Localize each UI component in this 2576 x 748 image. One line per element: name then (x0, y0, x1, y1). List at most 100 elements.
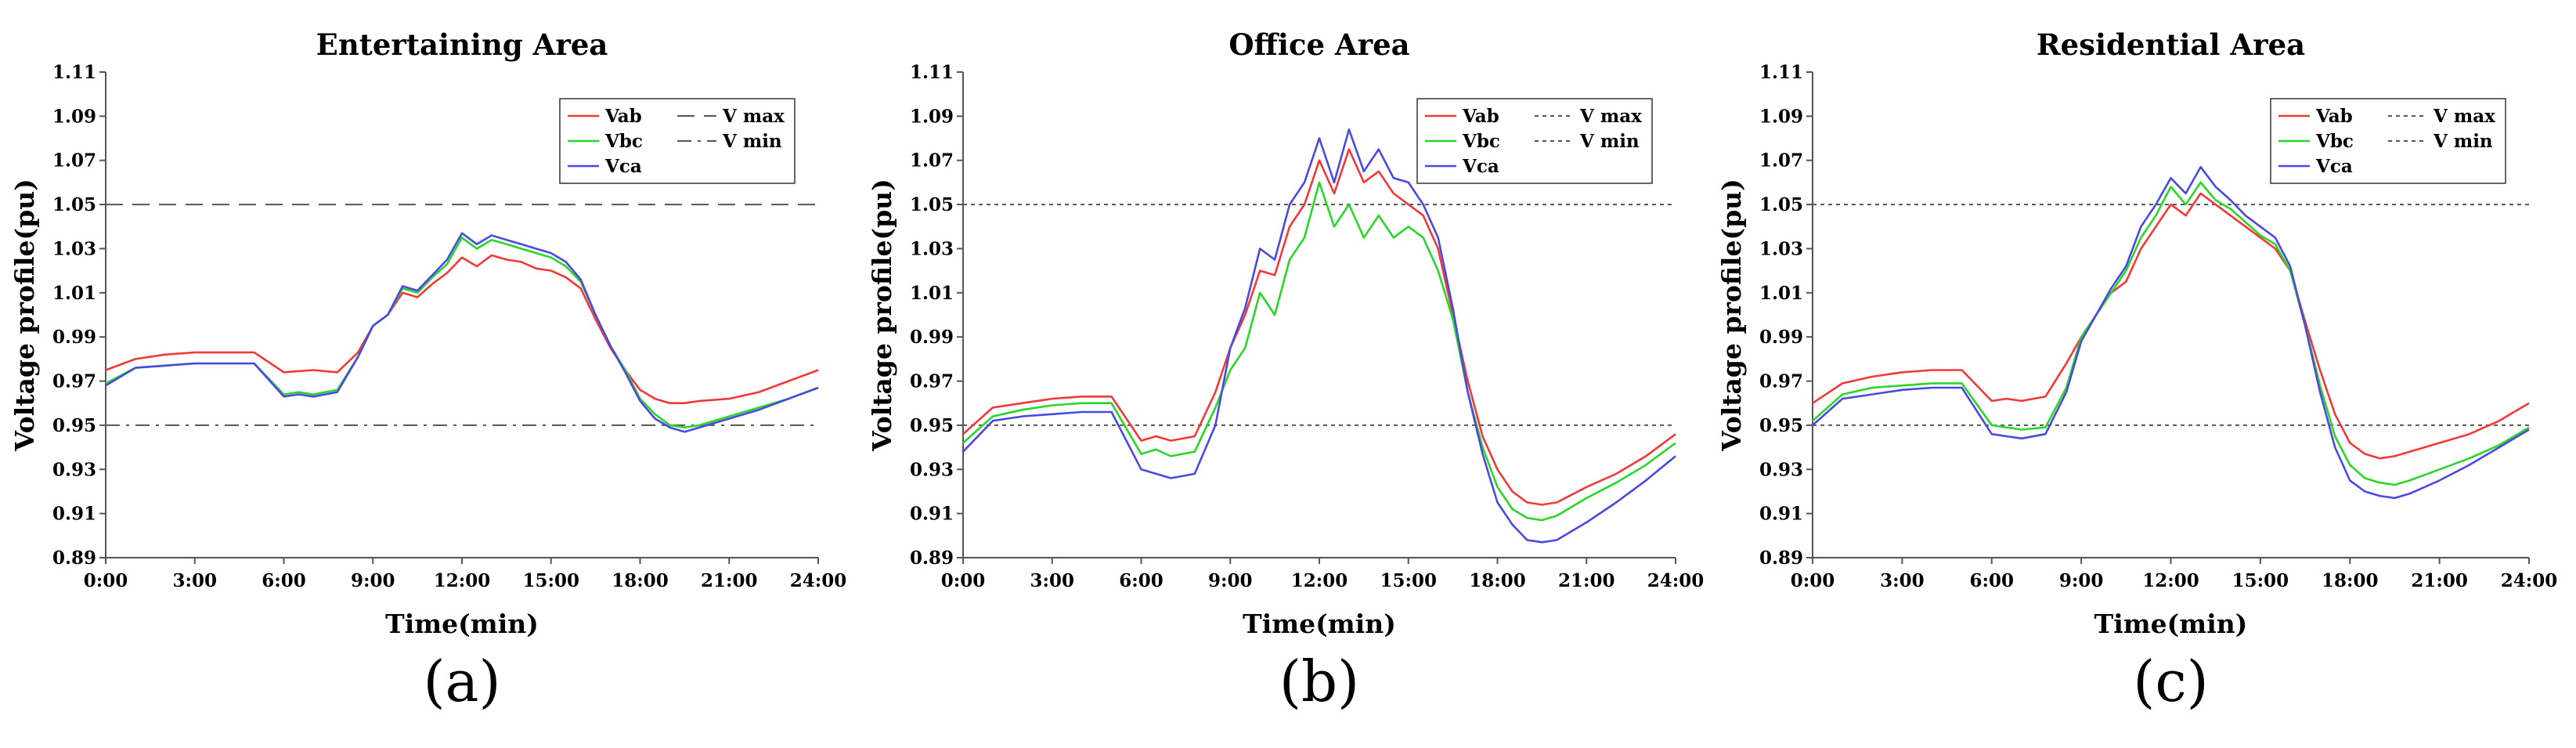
y-tick-label: 1.07 (52, 150, 96, 172)
x-axis-title: Time(min) (1243, 609, 1396, 639)
y-tick-label: 1.05 (52, 194, 96, 215)
y-tick-label: 1.09 (910, 106, 954, 127)
y-tick-label: 1.11 (910, 62, 954, 83)
chart-panel-1: Office Area 0.89 0.91 0.93 0.95 0.97 0.99 1.01 1… (867, 27, 1704, 714)
y-axis-title: Voltage profile(pu) (867, 179, 897, 452)
y-tick-label: 1.05 (1759, 194, 1803, 215)
y-tick-label: 1.03 (910, 238, 954, 259)
legend-label: V max (1579, 106, 1642, 127)
legend-label: Vbc (2315, 131, 2354, 152)
series-line-vab (1812, 192, 2530, 460)
y-tick-label: 1.01 (1759, 283, 1803, 304)
x-tick-label: 15:00 (1380, 570, 1437, 591)
x-tick-label: 21:00 (1558, 570, 1615, 591)
x-tick-label: 6:00 (262, 570, 306, 591)
legend: Vab Vbc Vca V max V min (2270, 98, 2506, 184)
legend-label: Vca (2315, 156, 2353, 177)
y-tick-label: 1.11 (1759, 62, 1803, 83)
x-tick-label: 9:00 (351, 570, 395, 591)
legend-label: Vab (604, 106, 642, 127)
legend-label: Vab (1462, 106, 1499, 127)
y-tick-label: 0.99 (52, 327, 96, 348)
chart-panel-0: Entertaining Area 0.89 0.91 0.93 0.95 0.97 0.9… (9, 27, 846, 714)
x-tick-label: 0:00 (84, 570, 128, 591)
chart-title: Office Area (1228, 27, 1409, 62)
y-tick-label: 0.97 (910, 371, 954, 392)
x-tick-label: 21:00 (2411, 570, 2468, 591)
legend: Vab Vbc Vca V max V min (1416, 98, 1653, 184)
legend-label: V max (722, 106, 785, 127)
x-tick-label: 0:00 (1791, 570, 1835, 591)
x-tick-label: 21:00 (701, 570, 758, 591)
x-tick-label: 18:00 (1469, 570, 1526, 591)
y-tick-label: 0.89 (1759, 547, 1803, 569)
y-tick-label: 0.97 (1759, 371, 1803, 392)
x-tick-label: 6:00 (1119, 570, 1164, 591)
x-tick-label: 24:00 (2501, 570, 2558, 591)
chart-panel-2: Residential Area 0.89 0.91 0.93 0.95 0.97 0.99… (1716, 27, 2557, 714)
panel-label: (a) (423, 649, 500, 714)
x-tick-label: 9:00 (2059, 570, 2104, 591)
y-tick-label: 1.09 (1759, 106, 1803, 127)
series-line-vbc (105, 237, 819, 429)
panel-label: (b) (1279, 649, 1359, 714)
x-axis-title: Time(min) (2094, 609, 2248, 639)
panel-label: (c) (2133, 649, 2209, 714)
chart-title: Residential Area (2037, 27, 2305, 62)
legend-label: Vca (604, 156, 642, 177)
x-tick-label: 6:00 (1969, 570, 2014, 591)
y-tick-label: 1.11 (52, 62, 96, 83)
y-tick-label: 0.93 (910, 459, 954, 480)
y-tick-label: 0.95 (1759, 415, 1803, 436)
series-line-vab (105, 254, 819, 405)
x-axis-title: Time(min) (385, 609, 539, 639)
legend-label: Vbc (1462, 131, 1500, 152)
legend: Vab Vbc Vca V max V min (559, 98, 796, 184)
y-tick-label: 0.89 (52, 547, 96, 569)
x-tick-label: 3:00 (172, 570, 217, 591)
series-line-vca (105, 232, 819, 433)
legend-label: V min (2433, 131, 2493, 152)
y-tick-label: 0.99 (910, 327, 954, 348)
x-tick-label: 12:00 (1291, 570, 1348, 591)
y-tick-label: 1.01 (52, 283, 96, 304)
y-tick-label: 0.89 (910, 547, 954, 569)
x-tick-label: 24:00 (1647, 570, 1705, 591)
y-tick-label: 1.03 (52, 238, 96, 259)
series-line-vbc (962, 181, 1676, 522)
x-tick-label: 12:00 (434, 570, 491, 591)
legend-label: V min (1579, 131, 1640, 152)
y-tick-label: 1.07 (1759, 150, 1803, 172)
x-tick-label: 18:00 (612, 570, 669, 591)
x-tick-label: 9:00 (1208, 570, 1253, 591)
y-tick-label: 1.03 (1759, 238, 1803, 259)
y-tick-label: 1.05 (910, 194, 954, 215)
legend-label: V min (722, 131, 782, 152)
legend-label: V max (2433, 106, 2495, 127)
y-tick-label: 0.99 (1759, 327, 1803, 348)
y-tick-label: 1.01 (910, 283, 954, 304)
y-tick-label: 0.91 (1759, 504, 1803, 525)
x-tick-label: 24:00 (790, 570, 847, 591)
series-line-vab (962, 148, 1676, 506)
x-tick-label: 12:00 (2142, 570, 2199, 591)
y-tick-label: 0.95 (910, 415, 954, 436)
x-tick-label: 3:00 (1880, 570, 1925, 591)
y-tick-label: 1.09 (52, 106, 96, 127)
legend-label: Vbc (604, 131, 643, 152)
y-tick-label: 0.95 (52, 415, 96, 436)
x-tick-label: 18:00 (2322, 570, 2379, 591)
y-tick-label: 0.97 (52, 371, 96, 392)
y-tick-label: 0.91 (52, 504, 96, 525)
series-line-vbc (1812, 181, 2530, 486)
y-axis-title: Voltage profile(pu) (1716, 179, 1747, 452)
x-tick-label: 15:00 (2232, 570, 2289, 591)
legend-label: Vab (2315, 106, 2353, 127)
legend-label: Vca (1462, 156, 1499, 177)
y-tick-label: 0.93 (52, 459, 96, 480)
chart-title: Entertaining Area (316, 27, 608, 62)
y-tick-label: 0.91 (910, 504, 954, 525)
x-tick-label: 15:00 (522, 570, 579, 591)
y-tick-label: 1.07 (910, 150, 954, 172)
